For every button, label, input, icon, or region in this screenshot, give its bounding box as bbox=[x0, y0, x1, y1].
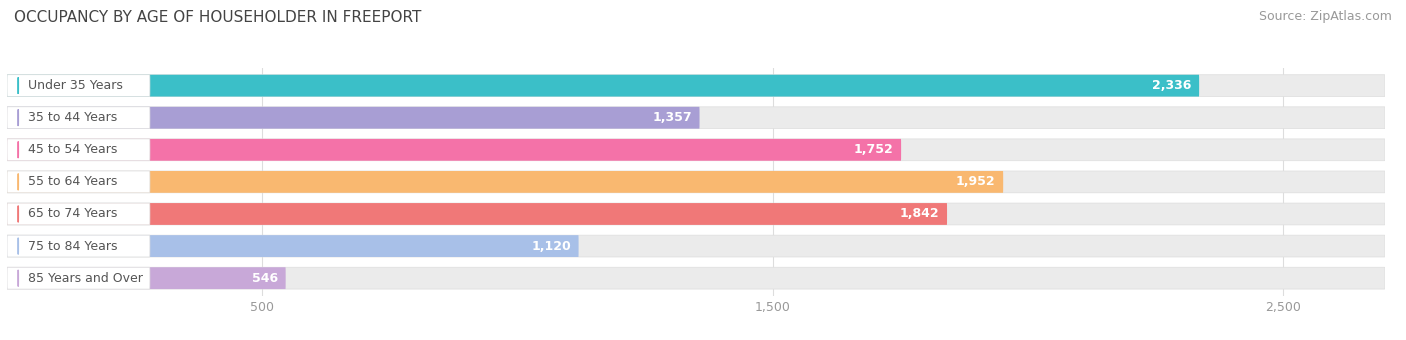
Text: Source: ZipAtlas.com: Source: ZipAtlas.com bbox=[1258, 10, 1392, 23]
FancyBboxPatch shape bbox=[7, 75, 1199, 97]
FancyBboxPatch shape bbox=[7, 139, 150, 161]
Text: 1,120: 1,120 bbox=[531, 240, 571, 253]
FancyBboxPatch shape bbox=[7, 203, 948, 225]
FancyBboxPatch shape bbox=[7, 75, 150, 97]
Text: 65 to 74 Years: 65 to 74 Years bbox=[28, 207, 118, 220]
Text: 1,842: 1,842 bbox=[900, 207, 939, 220]
Text: 35 to 44 Years: 35 to 44 Years bbox=[28, 111, 118, 124]
FancyBboxPatch shape bbox=[7, 171, 1385, 193]
FancyBboxPatch shape bbox=[7, 235, 579, 257]
FancyBboxPatch shape bbox=[7, 267, 285, 289]
FancyBboxPatch shape bbox=[7, 139, 1385, 161]
Text: 546: 546 bbox=[252, 272, 278, 285]
FancyBboxPatch shape bbox=[7, 203, 1385, 225]
Text: Under 35 Years: Under 35 Years bbox=[28, 79, 124, 92]
FancyBboxPatch shape bbox=[7, 107, 700, 129]
FancyBboxPatch shape bbox=[7, 139, 901, 161]
FancyBboxPatch shape bbox=[7, 267, 1385, 289]
Text: 55 to 64 Years: 55 to 64 Years bbox=[28, 175, 118, 188]
Text: OCCUPANCY BY AGE OF HOUSEHOLDER IN FREEPORT: OCCUPANCY BY AGE OF HOUSEHOLDER IN FREEP… bbox=[14, 10, 422, 25]
Text: 1,357: 1,357 bbox=[652, 111, 692, 124]
FancyBboxPatch shape bbox=[7, 235, 1385, 257]
FancyBboxPatch shape bbox=[7, 171, 1004, 193]
Text: 2,336: 2,336 bbox=[1152, 79, 1191, 92]
FancyBboxPatch shape bbox=[7, 203, 150, 225]
FancyBboxPatch shape bbox=[7, 267, 150, 289]
Text: 45 to 54 Years: 45 to 54 Years bbox=[28, 143, 118, 156]
FancyBboxPatch shape bbox=[7, 75, 1385, 97]
FancyBboxPatch shape bbox=[7, 107, 150, 129]
Text: 1,952: 1,952 bbox=[956, 175, 995, 188]
Text: 85 Years and Over: 85 Years and Over bbox=[28, 272, 143, 285]
Text: 75 to 84 Years: 75 to 84 Years bbox=[28, 240, 118, 253]
Text: 1,752: 1,752 bbox=[853, 143, 893, 156]
FancyBboxPatch shape bbox=[7, 235, 150, 257]
FancyBboxPatch shape bbox=[7, 171, 150, 193]
FancyBboxPatch shape bbox=[7, 107, 1385, 129]
